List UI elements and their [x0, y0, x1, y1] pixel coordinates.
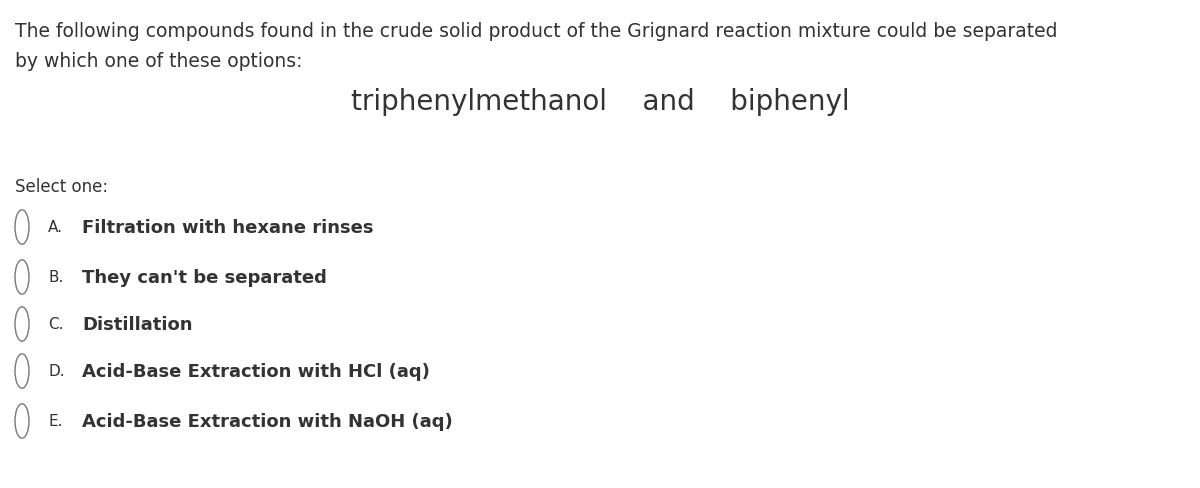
Text: D.: D.	[48, 364, 65, 379]
Text: by which one of these options:: by which one of these options:	[14, 52, 302, 71]
Text: Acid-Base Extraction with HCl (aq): Acid-Base Extraction with HCl (aq)	[82, 362, 430, 380]
Text: B.: B.	[48, 270, 64, 285]
Text: They can't be separated: They can't be separated	[82, 268, 326, 286]
Text: The following compounds found in the crude solid product of the Grignard reactio: The following compounds found in the cru…	[14, 22, 1057, 41]
Text: triphenylmethanol    and    biphenyl: triphenylmethanol and biphenyl	[350, 88, 850, 116]
Text: Acid-Base Extraction with NaOH (aq): Acid-Base Extraction with NaOH (aq)	[82, 412, 452, 430]
Text: Select one:: Select one:	[14, 178, 108, 196]
Text: C.: C.	[48, 317, 64, 332]
Text: E.: E.	[48, 414, 62, 428]
Text: A.: A.	[48, 220, 64, 235]
Text: Filtration with hexane rinses: Filtration with hexane rinses	[82, 219, 373, 237]
Text: Distillation: Distillation	[82, 315, 192, 333]
